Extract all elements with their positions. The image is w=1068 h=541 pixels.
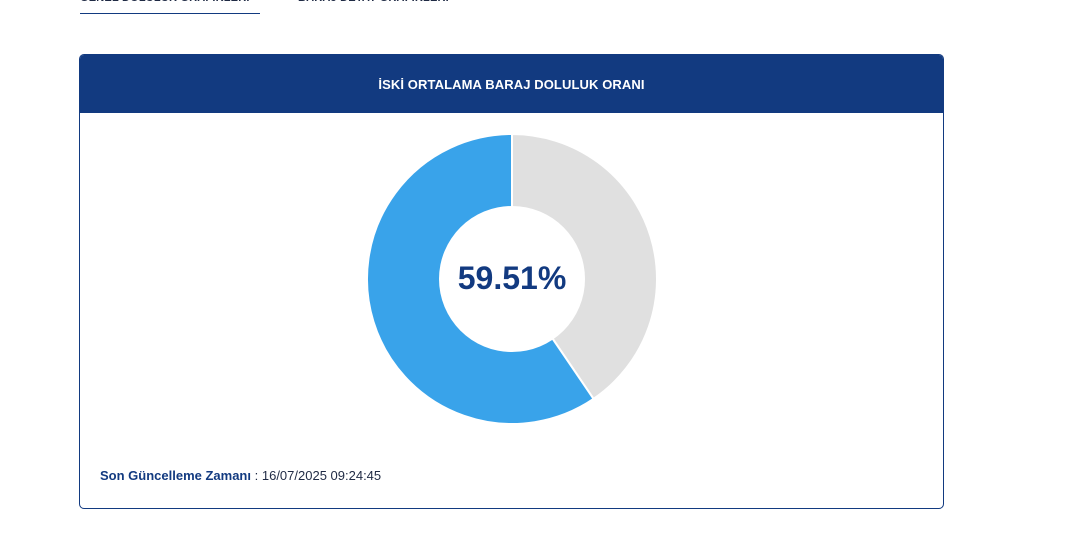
last-update: Son Güncelleme Zamanı : 16/07/2025 09:24… [100, 468, 381, 483]
last-update-value: 16/07/2025 09:24:45 [261, 468, 382, 483]
donut-center-value: 59.51% [458, 260, 567, 296]
tab-bar: GENEL DOLULUK GRAFİKLERİ BARAJ DETAY GRA… [80, 0, 449, 15]
last-update-separator: : [254, 468, 262, 483]
donut-slice-empty[interactable] [511, 133, 658, 401]
donut-hole [439, 206, 585, 352]
average-fill-rate-card: İSKİ ORTALAMA BARAJ DOLULUK ORANI 59.51%… [79, 54, 944, 509]
last-update-label: Son Güncelleme Zamanı [100, 468, 251, 483]
tab-dam-detail-charts[interactable]: BARAJ DETAY GRAFİKLERİ [298, 0, 449, 13]
donut-chart: 59.51% [366, 133, 658, 425]
tab-general-fill-charts[interactable]: GENEL DOLULUK GRAFİKLERİ [80, 0, 260, 14]
card-title: İSKİ ORTALAMA BARAJ DOLULUK ORANI [80, 55, 943, 113]
